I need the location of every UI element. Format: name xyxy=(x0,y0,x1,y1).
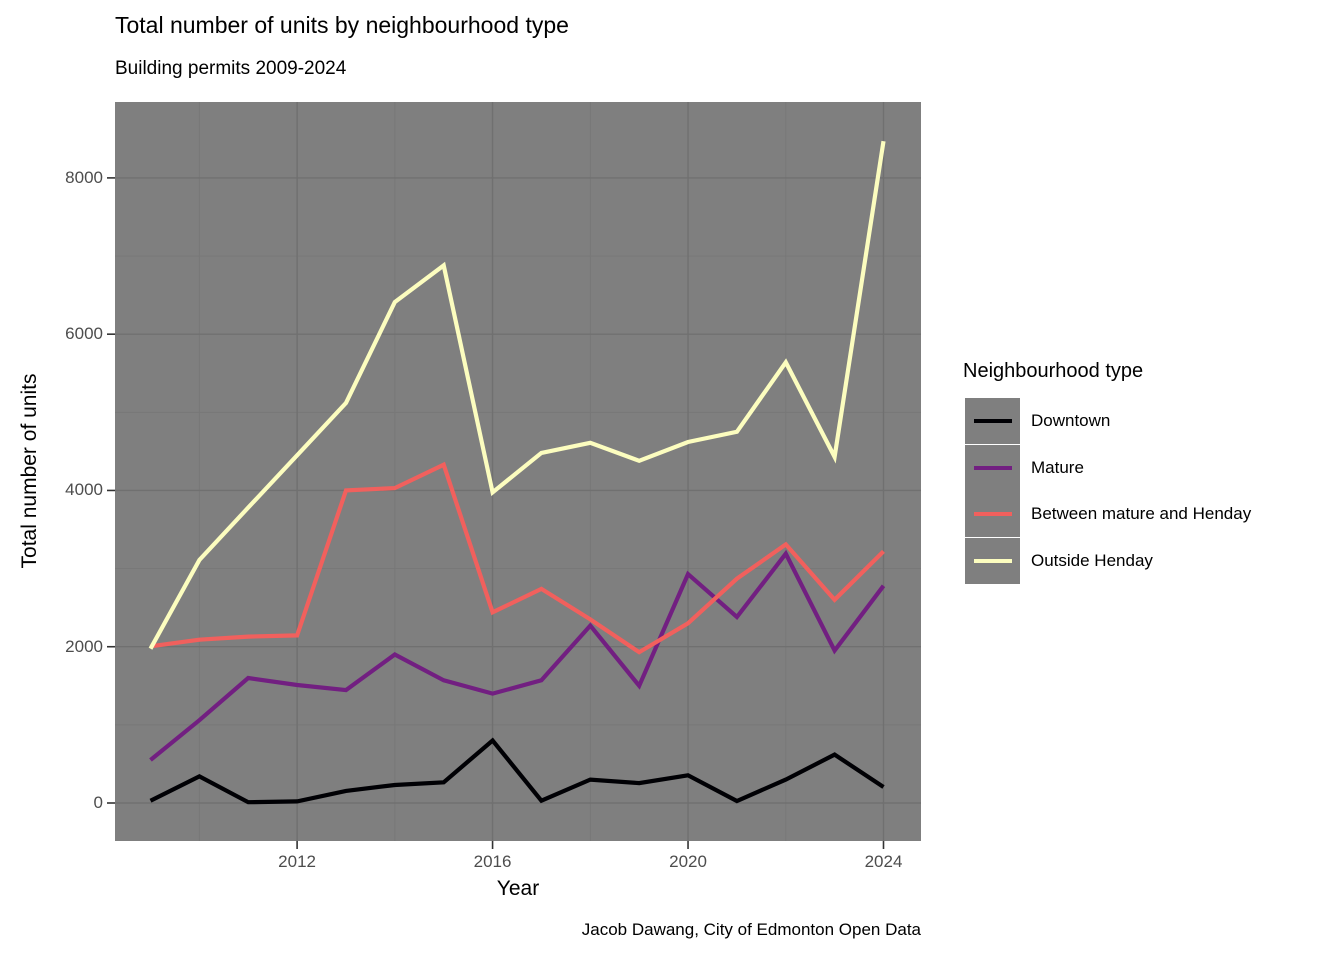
x-tick-label: 2016 xyxy=(473,852,512,871)
legend-key-line-icon xyxy=(973,465,1012,470)
series-line-downtown xyxy=(149,737,885,805)
y-tick-label: 6000 xyxy=(65,324,103,344)
y-axis-title: Total number of units xyxy=(18,373,41,569)
y-tick-label: 4000 xyxy=(65,480,103,500)
series-line-between-mature-and-henday xyxy=(150,461,885,655)
legend-key-line-icon xyxy=(973,558,1012,563)
chart-caption: Jacob Dawang, City of Edmonton Open Data xyxy=(581,920,921,939)
chart-title: Total number of units by neighbourhood t… xyxy=(115,12,569,38)
y-tick-label: 8000 xyxy=(65,167,103,187)
legend-label: Between mature and Henday xyxy=(1031,504,1252,523)
legend-key xyxy=(965,537,1020,584)
series-line-mature xyxy=(149,549,886,762)
legend-label: Downtown xyxy=(1031,411,1111,430)
legend-key-line-icon xyxy=(973,512,1012,516)
y-tick-label: 0 xyxy=(93,793,103,812)
y-tick-label: 2000 xyxy=(65,636,103,656)
legend-key xyxy=(965,398,1020,444)
chart-subtitle: Building permits 2009-2024 xyxy=(115,58,347,79)
legend-key xyxy=(965,491,1020,537)
legend-key-line-icon xyxy=(973,419,1012,423)
legend-key xyxy=(965,444,1020,491)
x-tick-label: 2012 xyxy=(278,852,317,871)
legend-label: Mature xyxy=(1031,457,1084,477)
x-axis-title: Year xyxy=(496,877,540,900)
series-line-outside-henday xyxy=(148,140,886,650)
x-tick-label: 2020 xyxy=(669,852,707,871)
legend-title: Neighbourhood type xyxy=(963,360,1144,382)
x-tick-label: 2024 xyxy=(864,852,903,871)
legend-label: Outside Henday xyxy=(1031,550,1153,570)
